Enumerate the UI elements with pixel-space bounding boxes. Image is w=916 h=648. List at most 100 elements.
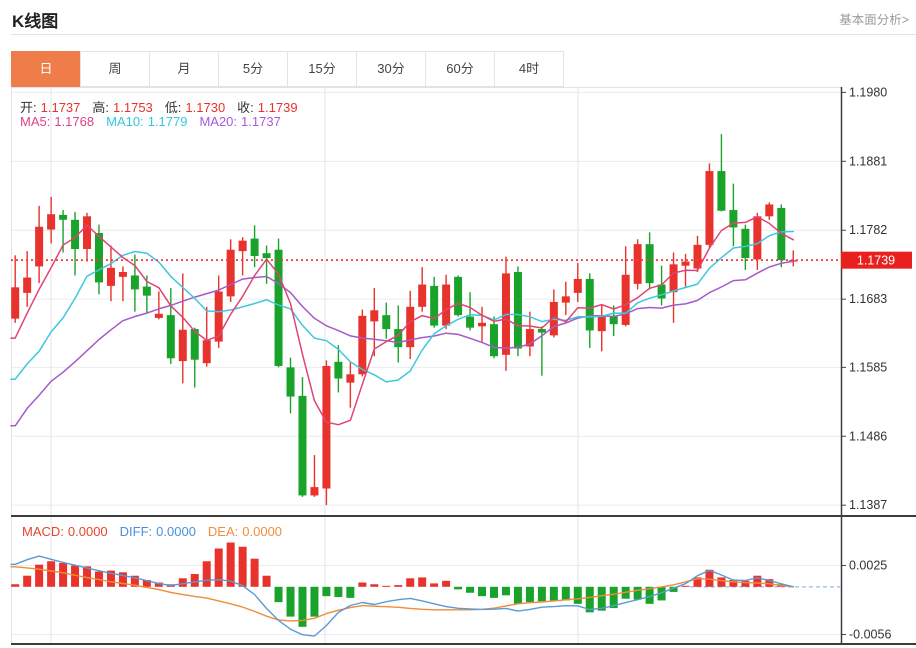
macd-bar <box>202 561 211 587</box>
y-axis-label: 1.1782 <box>849 223 887 237</box>
candle-body <box>346 374 355 383</box>
macd-bar <box>501 586 510 596</box>
candle-body <box>118 271 127 277</box>
macd-bar <box>334 586 343 598</box>
tab-周[interactable]: 周 <box>80 51 150 87</box>
macd-legend-1-label: DIFF: <box>119 524 153 539</box>
macd-bar <box>490 586 498 598</box>
candle-body <box>621 274 630 325</box>
candle-body <box>657 284 666 299</box>
candle-body <box>717 171 726 211</box>
macd-bar <box>71 565 80 587</box>
ohlc-3-label: 收: <box>237 100 254 115</box>
macd-legend-1-value: 0.0000 <box>156 524 196 539</box>
candle-body <box>669 264 678 293</box>
macd-bar <box>657 586 666 601</box>
tab-30分[interactable]: 30分 <box>356 51 426 87</box>
macd-bar <box>238 546 247 587</box>
macd-axis-label: 0.0025 <box>849 559 887 573</box>
tab-4时[interactable]: 4时 <box>494 51 564 87</box>
candle-body <box>286 367 295 397</box>
candle-body <box>310 487 319 496</box>
candle-body <box>729 210 738 228</box>
candle-body <box>693 244 702 269</box>
candle-body <box>47 214 56 230</box>
macd-bar <box>585 586 594 613</box>
macd-bar <box>226 542 235 587</box>
candle-body <box>250 238 259 256</box>
ohlc-2-label: 低: <box>164 100 182 115</box>
macd-bar <box>214 548 223 587</box>
ohlc-3-value: 1.1739 <box>257 100 298 115</box>
tab-日[interactable]: 日 <box>11 51 81 87</box>
macd-bar <box>47 561 56 587</box>
candle-body <box>633 244 642 284</box>
macd-bar <box>130 575 139 587</box>
candle-body <box>130 275 139 290</box>
candle-body <box>71 219 80 250</box>
candle-body <box>262 253 271 259</box>
macd-bar <box>382 585 391 587</box>
ma-legend-1-label: MA10: <box>106 114 144 129</box>
macd-bar <box>753 575 762 587</box>
candle-body <box>765 204 774 217</box>
ohlc-legend: 开: 1.1737 高: 1.1753 低: 1.1730 收: 1.1739 <box>20 97 310 116</box>
macd-bar <box>454 586 463 590</box>
ma-legend: MA5: 1.1768 MA10: 1.1779 MA20: 1.1737 <box>20 114 293 129</box>
candle-body <box>202 340 211 364</box>
candle-body <box>382 315 391 330</box>
macd-bar <box>741 580 750 587</box>
macd-bar <box>322 586 331 597</box>
candle-body <box>753 216 762 260</box>
tab-5分[interactable]: 5分 <box>218 51 288 87</box>
candle-body <box>59 214 68 220</box>
candle-body <box>406 306 415 348</box>
macd-bar <box>11 584 20 587</box>
macd-bar <box>394 585 403 587</box>
candle-body <box>238 240 247 252</box>
candle-body <box>466 316 475 328</box>
macd-legend-2-value: 0.0000 <box>242 524 283 539</box>
macd-bar <box>106 570 115 587</box>
candle-body <box>226 249 235 297</box>
candle-body <box>454 276 463 316</box>
macd-bar <box>573 586 582 604</box>
macd-bar <box>442 580 451 587</box>
ma-legend-1-value: 1.1779 <box>147 114 188 129</box>
candle-body <box>322 365 331 489</box>
interval-tabbar: 日周月 5分 15分 30分 60分 4时 <box>11 51 564 87</box>
candle-body <box>106 267 115 286</box>
fundamental-analysis-link[interactable]: 基本面分析> <box>839 13 909 27</box>
macd-bar <box>250 558 259 587</box>
macd-bar <box>262 575 271 587</box>
macd-bar <box>118 572 127 587</box>
candle-body <box>274 249 283 366</box>
current-price-label: 1.1739 <box>857 254 895 268</box>
ohlc-2-value: 1.1730 <box>185 100 226 115</box>
candle-body <box>478 322 487 327</box>
ma20-line <box>10 260 795 427</box>
macd-bar <box>418 577 427 587</box>
candle-body <box>561 296 570 303</box>
macd-bar <box>466 586 475 593</box>
macd-bar <box>549 586 558 601</box>
candle-body <box>537 329 546 333</box>
macd-bar <box>478 586 487 597</box>
macd-bar <box>537 586 546 602</box>
tab-60分[interactable]: 60分 <box>425 51 495 87</box>
tab-15分[interactable]: 15分 <box>287 51 357 87</box>
candle-body <box>681 261 690 266</box>
current-price-box <box>841 251 912 269</box>
macd-bar <box>561 586 570 601</box>
macd-legend: MACD: 0.0000 DIFF: 0.0000 DEA: 0.0000 <box>22 524 294 539</box>
macd-bar <box>298 586 307 627</box>
macd-bar <box>23 575 32 587</box>
ma-legend-0-label: MA5: <box>20 114 51 129</box>
macd-bar <box>705 569 714 587</box>
candle-body <box>214 291 223 342</box>
macd-bar <box>310 586 319 617</box>
macd-bar <box>406 578 415 587</box>
candle-body <box>298 395 307 496</box>
tab-月[interactable]: 月 <box>149 51 219 87</box>
